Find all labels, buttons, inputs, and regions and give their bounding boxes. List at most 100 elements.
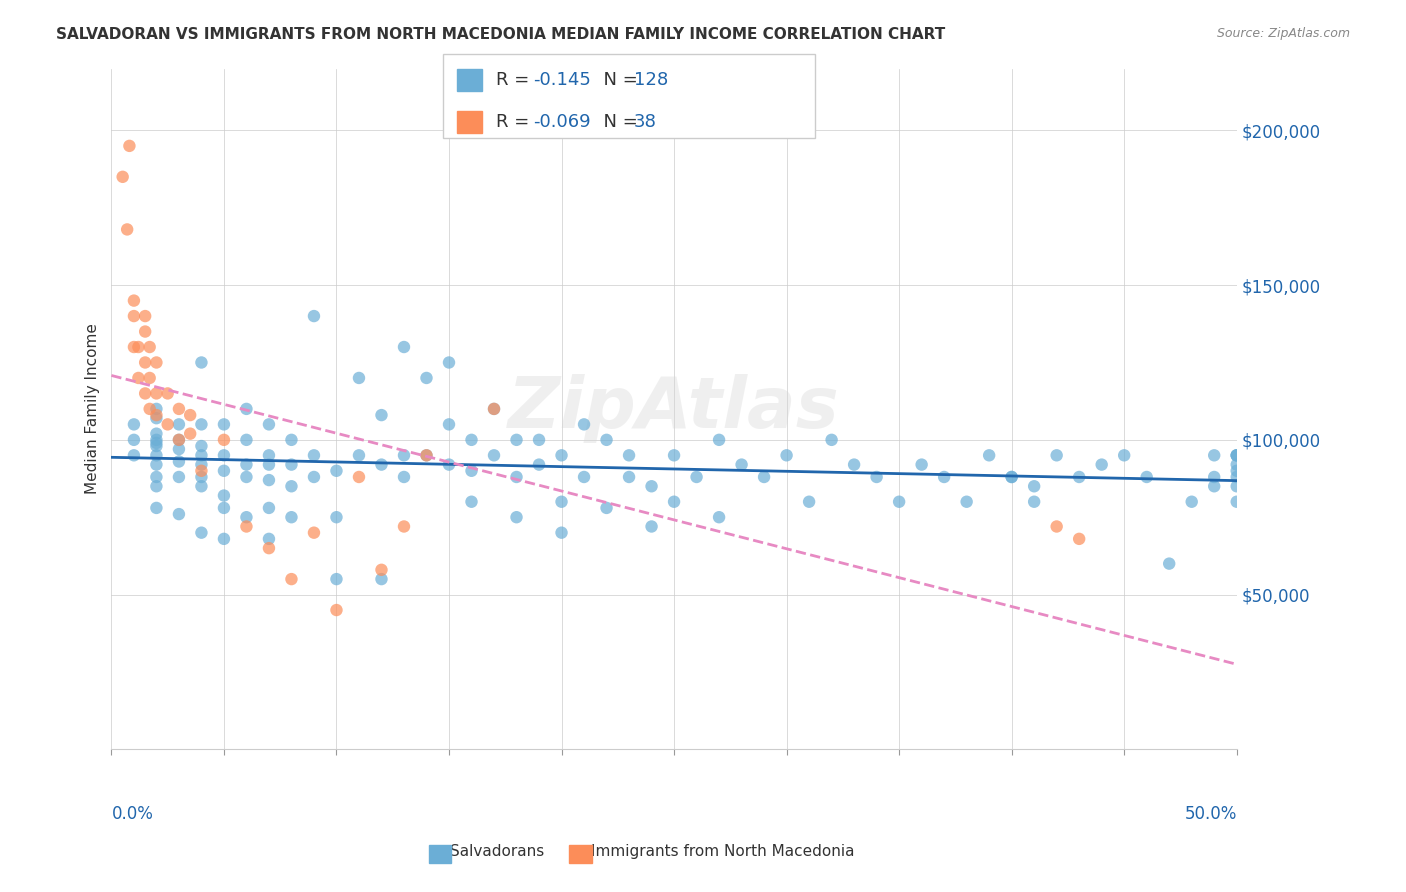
Text: 50.0%: 50.0% <box>1184 805 1237 823</box>
Point <box>595 433 617 447</box>
Point <box>1226 458 1249 472</box>
Point <box>415 371 437 385</box>
Text: -0.145: -0.145 <box>533 71 591 89</box>
Point <box>127 371 149 385</box>
Point <box>115 222 138 236</box>
Point <box>190 448 212 462</box>
Point <box>1024 494 1046 508</box>
Point <box>257 473 280 487</box>
Point <box>505 433 527 447</box>
Point <box>934 470 956 484</box>
Point <box>111 169 134 184</box>
Point <box>956 494 979 508</box>
Text: -0.069: -0.069 <box>533 113 591 131</box>
Text: N =: N = <box>592 113 644 131</box>
Point <box>347 371 370 385</box>
Point <box>707 433 730 447</box>
Point <box>1091 458 1114 472</box>
Point <box>482 401 505 416</box>
Point <box>145 448 167 462</box>
Point <box>797 494 820 508</box>
Point <box>1226 448 1249 462</box>
Point <box>122 417 145 432</box>
Point <box>572 470 595 484</box>
Point <box>280 479 302 493</box>
Point <box>167 470 190 484</box>
Point <box>280 572 302 586</box>
Point <box>527 433 550 447</box>
Point <box>235 470 257 484</box>
Point <box>190 355 212 369</box>
Point <box>145 411 167 425</box>
Point <box>212 489 235 503</box>
Point <box>392 340 415 354</box>
Point <box>302 309 325 323</box>
Point <box>392 470 415 484</box>
Text: 38: 38 <box>634 113 657 131</box>
Point <box>595 500 617 515</box>
Point <box>280 433 302 447</box>
Point <box>842 458 865 472</box>
Point <box>887 494 910 508</box>
Point <box>460 494 482 508</box>
Point <box>145 433 167 447</box>
Point <box>145 470 167 484</box>
Point <box>302 525 325 540</box>
Point <box>617 448 640 462</box>
Point <box>392 519 415 533</box>
Point <box>325 510 347 524</box>
Point <box>437 355 460 369</box>
Point <box>134 386 156 401</box>
Point <box>1069 532 1091 546</box>
Point <box>1136 470 1159 484</box>
Point <box>257 500 280 515</box>
Point <box>145 439 167 453</box>
Point <box>212 464 235 478</box>
Text: N =: N = <box>592 71 644 89</box>
Point <box>257 448 280 462</box>
Point <box>662 448 685 462</box>
Point <box>347 470 370 484</box>
Point <box>550 525 572 540</box>
Point <box>134 325 156 339</box>
Point <box>1001 470 1024 484</box>
Point <box>527 458 550 472</box>
Point <box>145 408 167 422</box>
Point <box>127 340 149 354</box>
Point <box>190 525 212 540</box>
Point <box>437 417 460 432</box>
Point <box>212 448 235 462</box>
Point <box>122 433 145 447</box>
Point <box>370 572 392 586</box>
Point <box>138 371 160 385</box>
Point <box>1046 519 1069 533</box>
Point <box>730 458 752 472</box>
Point <box>707 510 730 524</box>
Point <box>235 519 257 533</box>
Point <box>145 355 167 369</box>
Point <box>235 433 257 447</box>
Point <box>122 448 145 462</box>
Point <box>370 563 392 577</box>
Text: R =: R = <box>496 113 536 131</box>
Point <box>156 386 179 401</box>
Point <box>662 494 685 508</box>
Point <box>212 532 235 546</box>
Point <box>865 470 887 484</box>
Y-axis label: Median Family Income: Median Family Income <box>86 324 100 494</box>
Point <box>482 448 505 462</box>
Text: 128: 128 <box>634 71 668 89</box>
Point <box>910 458 932 472</box>
Point <box>145 386 167 401</box>
Point <box>685 470 707 484</box>
Point <box>190 479 212 493</box>
Point <box>145 479 167 493</box>
Point <box>257 458 280 472</box>
Point <box>325 572 347 586</box>
Point <box>415 448 437 462</box>
Text: Source: ZipAtlas.com: Source: ZipAtlas.com <box>1216 27 1350 40</box>
Point <box>138 401 160 416</box>
Point <box>347 448 370 462</box>
Point <box>1114 448 1136 462</box>
Point <box>1024 479 1046 493</box>
